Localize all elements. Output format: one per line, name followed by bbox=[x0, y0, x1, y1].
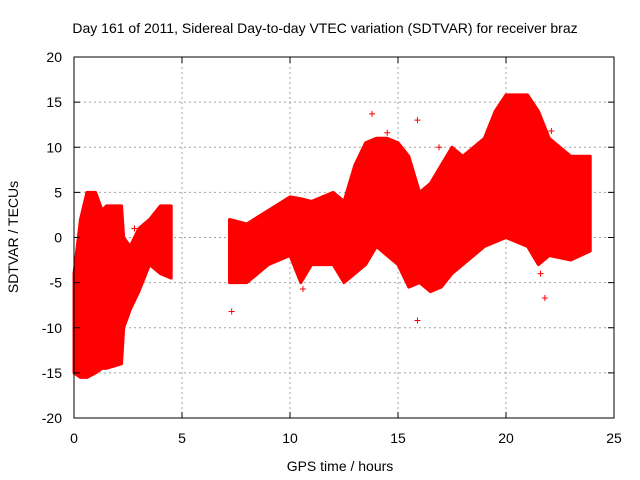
data-point bbox=[228, 308, 235, 315]
x-tick-label: 10 bbox=[282, 430, 298, 446]
chart-title: Day 161 of 2011, Sidereal Day-to-day VTE… bbox=[72, 20, 577, 36]
y-tick-label: 10 bbox=[46, 139, 62, 155]
data-point bbox=[537, 270, 544, 277]
data-band bbox=[72, 190, 173, 379]
data-point bbox=[541, 294, 548, 301]
x-tick-label: 0 bbox=[70, 430, 78, 446]
axis-ticks: 0 5 10 15 20 25 -20 -15 -10 -5 0 5 10 15 20 bbox=[42, 49, 622, 446]
data-point bbox=[384, 129, 391, 136]
y-tick-label: 20 bbox=[46, 49, 62, 65]
y-tick-label: 0 bbox=[54, 230, 62, 246]
x-tick-label: 15 bbox=[390, 430, 406, 446]
data-point bbox=[299, 285, 306, 292]
y-tick-label: -10 bbox=[42, 320, 62, 336]
y-axis-label: SDTVAR / TECUs bbox=[5, 181, 21, 293]
y-tick-label: -20 bbox=[42, 410, 62, 426]
data-bands bbox=[72, 93, 592, 379]
data-point bbox=[548, 128, 555, 135]
x-tick-label: 25 bbox=[606, 430, 622, 446]
data-point bbox=[131, 225, 138, 232]
x-axis-label: GPS time / hours bbox=[287, 458, 394, 474]
data-point bbox=[369, 110, 376, 117]
y-tick-label: -5 bbox=[50, 275, 63, 291]
x-tick-label: 20 bbox=[498, 430, 514, 446]
y-tick-label: 5 bbox=[54, 184, 62, 200]
data-point bbox=[414, 117, 421, 124]
outlier-points bbox=[131, 110, 555, 324]
data-band bbox=[228, 93, 592, 294]
data-point bbox=[436, 144, 443, 151]
y-tick-label: 15 bbox=[46, 94, 62, 110]
data-point bbox=[414, 317, 421, 324]
x-tick-label: 5 bbox=[178, 430, 186, 446]
y-tick-label: -15 bbox=[42, 365, 62, 381]
